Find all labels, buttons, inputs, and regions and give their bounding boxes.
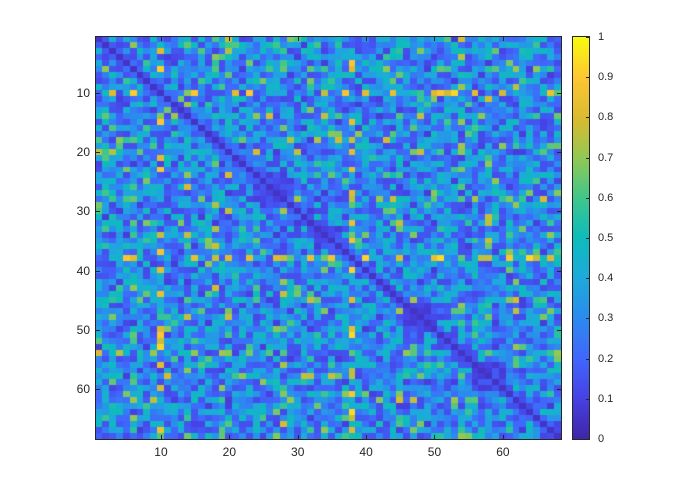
y-tick-mark (96, 152, 100, 154)
colorbar-tick-mark (586, 398, 589, 400)
y-tick-mark (96, 388, 100, 390)
y-tick-mark (96, 211, 100, 213)
x-tick-mark (160, 435, 162, 439)
colorbar-tick-label: 0 (598, 433, 605, 445)
x-tick-label: 60 (496, 445, 510, 459)
colorbar-tick-mark (586, 77, 589, 79)
colorbar-tick-label: 0.3 (598, 312, 614, 325)
colorbar-tick-mark (586, 439, 589, 440)
colorbar-tick-label: 0.2 (598, 352, 614, 365)
x-tick-mark (502, 435, 504, 439)
y-tick-label: 30 (76, 204, 90, 219)
x-tick-mark (434, 37, 436, 41)
x-tick-mark (229, 37, 231, 41)
y-tick-label: 60 (76, 381, 90, 396)
colorbar-tick-mark (586, 238, 589, 239)
x-tick-mark (366, 37, 368, 41)
colorbar (572, 36, 590, 440)
y-tick-mark (557, 152, 561, 154)
y-tick-label: 50 (76, 322, 90, 337)
colorbar-tick-label: 0.8 (598, 111, 614, 124)
colorbar-tick-mark (586, 157, 589, 159)
x-tick-mark (297, 435, 299, 439)
y-tick-mark (96, 270, 100, 272)
colorbar-tick-mark (586, 197, 589, 199)
y-tick-label: 10 (76, 86, 90, 101)
x-tick-label: 40 (359, 445, 373, 459)
y-tick-mark (96, 329, 100, 331)
y-tick-mark (557, 388, 561, 390)
y-tick-label: 20 (76, 145, 90, 160)
x-tick-mark (229, 435, 231, 439)
y-tick-mark (557, 270, 561, 272)
colorbar-tick-mark (586, 318, 589, 320)
colorbar-tick-label: 0.4 (598, 272, 614, 285)
y-tick-mark (557, 93, 561, 95)
colorbar-tick-label: 0.9 (598, 71, 614, 84)
x-tick-mark (434, 435, 436, 439)
colorbar-tick-label: 0.6 (598, 191, 614, 204)
colorbar-tick-label: 0.7 (598, 151, 614, 164)
y-tick-label: 40 (76, 263, 90, 278)
x-tick-label: 10 (154, 445, 168, 459)
y-tick-mark (557, 211, 561, 213)
x-tick-mark (297, 37, 299, 41)
heatmap-image (96, 37, 561, 439)
x-tick-label: 20 (222, 445, 237, 459)
colorbar-tick-mark (586, 358, 589, 360)
colorbar-tick-mark (586, 37, 589, 38)
x-tick-label: 50 (427, 445, 442, 459)
x-tick-mark (502, 37, 504, 41)
colorbar-tick-mark (586, 117, 589, 119)
y-tick-mark (96, 93, 100, 95)
x-tick-mark (160, 37, 162, 41)
colorbar-tick-label: 0.5 (598, 232, 614, 244)
y-tick-mark (557, 329, 561, 331)
colorbar-gradient (573, 37, 589, 439)
x-tick-label: 30 (291, 445, 305, 459)
colorbar-tick-label: 1 (598, 31, 605, 43)
heatmap-axes (95, 36, 562, 440)
x-tick-mark (366, 435, 368, 439)
colorbar-tick-mark (586, 278, 589, 280)
colorbar-tick-label: 0.1 (598, 392, 614, 405)
